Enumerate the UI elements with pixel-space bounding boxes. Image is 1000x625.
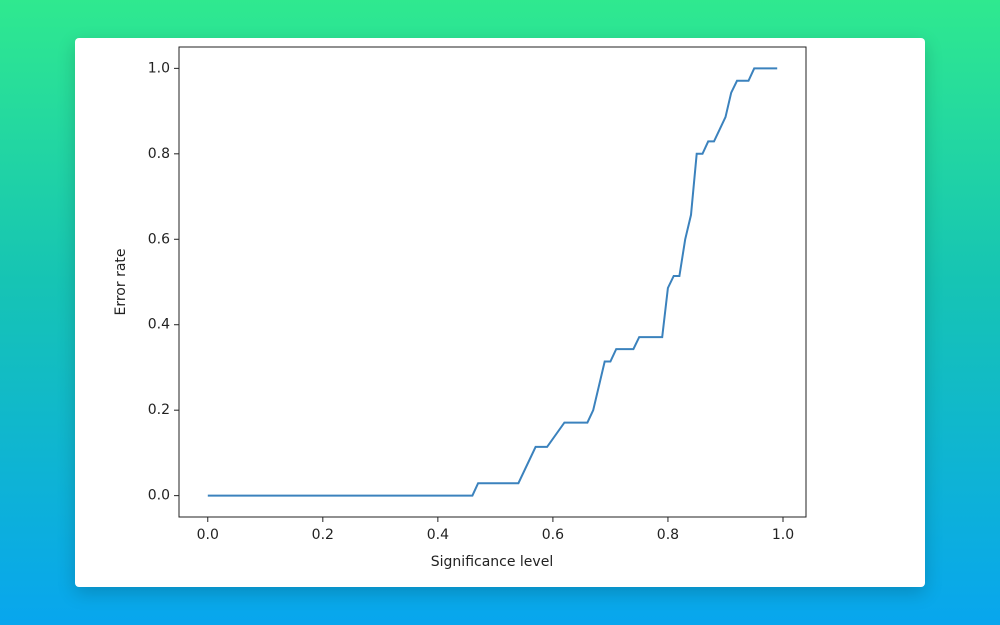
plot-frame	[178, 46, 807, 518]
x-tick-label: 0.2	[312, 527, 334, 543]
x-axis-label: Significance level	[431, 554, 553, 570]
y-tick-label: 0.4	[148, 317, 170, 333]
x-tick-label: 0.8	[657, 527, 679, 543]
x-tick-label: 0.0	[197, 527, 219, 543]
y-tick-label: 1.0	[148, 60, 170, 76]
y-tick-label: 0.8	[148, 146, 170, 162]
y-tick-label: 0.6	[148, 231, 170, 247]
x-tick-label: 1.0	[772, 527, 794, 543]
y-tick-label: 0.0	[148, 488, 170, 504]
y-axis-label: Error rate	[113, 248, 129, 315]
y-tick-label: 0.2	[148, 402, 170, 418]
x-tick-label: 0.4	[427, 527, 449, 543]
x-tick-label: 0.6	[542, 527, 564, 543]
line	[207, 67, 778, 497]
